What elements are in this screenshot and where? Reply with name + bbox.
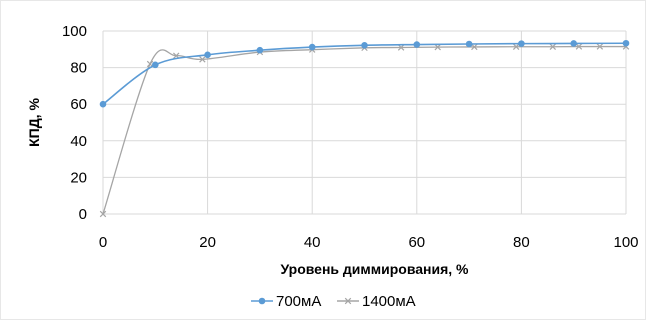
data-point-1400ма-b [596, 43, 604, 50]
data-point-1400ма [512, 43, 520, 50]
x-tick-label: 100 [613, 234, 638, 251]
data-point-1400ма [549, 43, 557, 50]
data-point-700ма [465, 40, 473, 48]
data-point-1400ма [471, 43, 478, 51]
data-point-1400ма [199, 56, 206, 63]
legend-item-1400ма: 1400мА [337, 293, 416, 310]
x-tick-label: 0 [99, 234, 107, 251]
data-point-700ма [570, 40, 578, 47]
legend-marker-b [344, 297, 352, 305]
y-tick-label: 20 [70, 169, 87, 186]
data-point-700ма [518, 40, 525, 47]
data-point-700ма [204, 51, 211, 59]
y-tick-label: 60 [70, 96, 87, 113]
data-point-700ма [256, 46, 264, 54]
data-point-1400ма-b [397, 44, 405, 51]
x-tick-label: 80 [513, 234, 530, 251]
data-point-700ма [622, 39, 630, 47]
x-tick-label: 40 [304, 234, 321, 251]
data-point-1400ма-b [471, 43, 478, 51]
data-point-1400ма [397, 44, 405, 51]
series-line-700ма [102, 42, 627, 105]
x-axis-title: Уровень диммирования, % [280, 261, 469, 277]
data-point-700ма [152, 61, 159, 69]
legend-label: 700мА [276, 293, 321, 310]
y-tick-label: 0 [79, 206, 87, 223]
y-tick-label: 40 [70, 133, 87, 150]
data-point-1400ма-b [99, 210, 107, 218]
legend-label: 1400мА [362, 293, 416, 310]
y-tick-label: 100 [62, 23, 87, 40]
legend: 700мА 1400мА [251, 293, 416, 310]
axes: 0 20 40 60 80 100 0 20 40 60 80 100 [62, 23, 639, 251]
x-tick-label: 60 [408, 234, 425, 251]
series [99, 39, 630, 218]
series-line-1400ма [102, 45, 626, 215]
data-point-1400ма [99, 210, 107, 218]
y-tick-label: 80 [70, 60, 87, 77]
data-point-1400ма-b [146, 60, 154, 68]
data-point-1400ма [434, 43, 441, 51]
y-axis-title: КПД, % [26, 98, 42, 147]
data-point-1400ма [575, 43, 583, 50]
grid [102, 30, 627, 215]
legend-marker [258, 297, 266, 305]
data-point-1400ма-b [172, 52, 180, 59]
legend-item-700ма: 700мА [251, 293, 321, 310]
data-point-1400ма [596, 43, 604, 50]
data-point-1400ма-b [549, 43, 557, 50]
data-point-1400ма-b [512, 43, 520, 50]
data-point-700ма [413, 41, 421, 48]
legend-marker [344, 297, 352, 305]
x-tick-label: 20 [199, 234, 216, 251]
data-point-1400ма-b [434, 43, 441, 51]
data-point-700ма [308, 43, 316, 51]
data-point-700ма [361, 41, 368, 49]
data-point-1400ма-b [575, 43, 583, 50]
data-point-1400ма-b [199, 56, 206, 63]
data-point-700ма [99, 100, 107, 108]
